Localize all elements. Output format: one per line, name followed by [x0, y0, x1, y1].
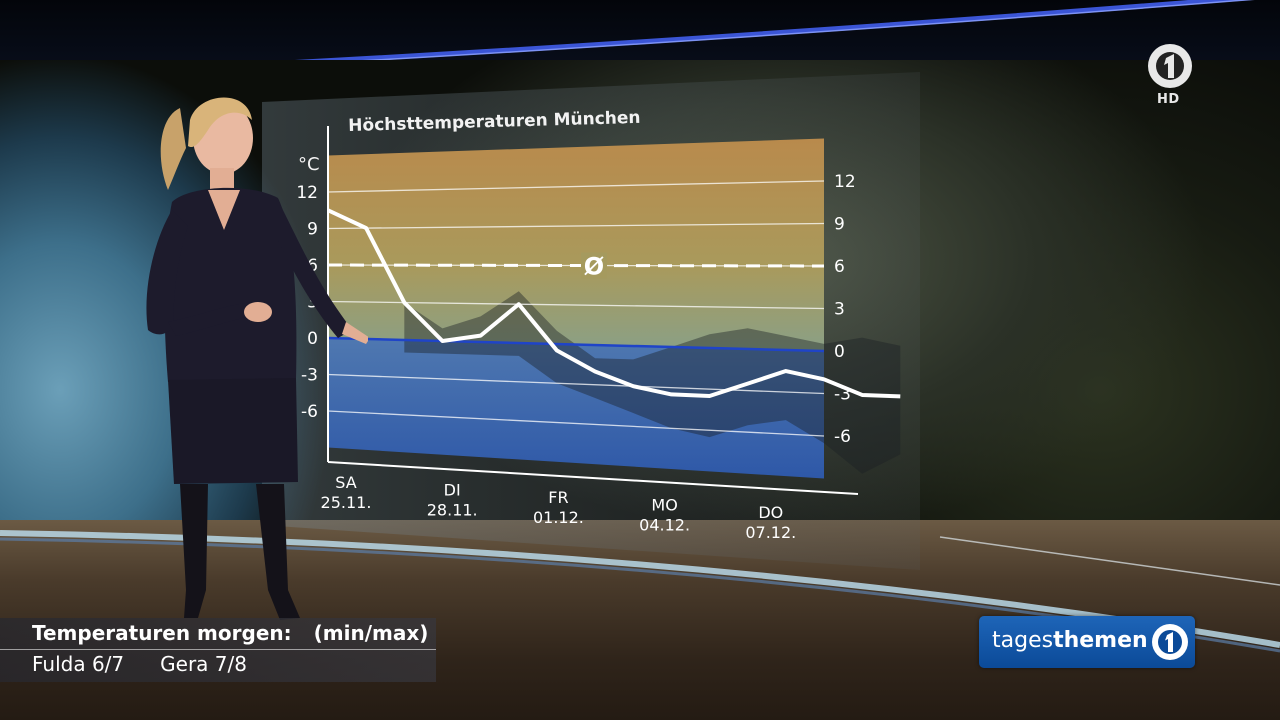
city-temperature: Gera 7/8: [160, 652, 247, 676]
y-tick-label-right: 0: [834, 342, 845, 362]
lower-third-unit: (min/max): [313, 621, 429, 645]
y-tick-label-left: 9: [307, 220, 318, 240]
warm-zone: [328, 138, 824, 351]
y-tick-label-left: 6: [307, 256, 318, 276]
lower-third-cities: Fulda 6/7 Gera 7/8: [32, 652, 283, 676]
y-tick-label-right: 9: [834, 215, 845, 235]
show-name: tagesthemen: [992, 628, 1148, 653]
gridline: [327, 410, 825, 437]
y-tick-label-right: 6: [834, 257, 845, 277]
gridline: [327, 300, 825, 310]
ard-one-icon: [1148, 44, 1192, 88]
x-tick-label-day: FR: [548, 488, 568, 507]
y-tick-label-left: 12: [296, 183, 318, 203]
x-tick-label-day: DO: [758, 503, 783, 522]
y-tick-label-right: 12: [834, 172, 856, 192]
x-axis: [327, 461, 859, 495]
x-tick-label-date: 28.11.: [427, 501, 478, 520]
y-tick-label-left: -6: [301, 402, 318, 422]
gridline: [327, 180, 825, 193]
x-tick-label-date: 07.12.: [745, 523, 796, 542]
y-tick-label-right: -3: [834, 385, 851, 405]
series-line-max-temp: [327, 208, 901, 399]
lower-third-divider: [0, 649, 436, 650]
hd-badge: HD: [1157, 92, 1180, 107]
cold-zone: [328, 338, 824, 479]
gridline: [327, 222, 825, 230]
lower-third-panel: [0, 618, 436, 682]
x-tick-label-date: 25.11.: [321, 493, 372, 512]
y-tick-label-right: 3: [834, 300, 845, 320]
average-symbol-background: [581, 252, 607, 279]
average-symbol: Ø: [584, 253, 604, 281]
y-tick-label-right: -6: [834, 427, 851, 447]
x-tick-label-date: 04.12.: [639, 516, 690, 535]
show-name-bold: themen: [1053, 628, 1148, 653]
lower-third-heading: Temperaturen morgen: (min/max): [32, 621, 428, 645]
presenter: [146, 97, 368, 620]
show-name-regular: tages: [992, 628, 1054, 653]
lower-third-title: Temperaturen morgen:: [32, 621, 292, 645]
temperature-spread-band: [404, 291, 901, 474]
city-temperature: Fulda 6/7: [32, 652, 125, 676]
y-axis-unit: °C: [298, 154, 320, 175]
x-tick-label-day: DI: [444, 481, 461, 500]
zero-line: [327, 336, 825, 353]
y-tick-label-left: 0: [307, 329, 318, 349]
x-tick-label-day: SA: [335, 473, 356, 492]
average-line: [327, 263, 825, 268]
ard-one-icon: [1152, 624, 1188, 660]
y-axis-right-ticks: 12 9 6 3 0 -3 -6: [834, 172, 856, 447]
x-tick-label-date: 01.12.: [533, 508, 584, 527]
gridlines: [327, 180, 825, 437]
x-tick-label-day: MO: [651, 496, 677, 515]
gridline: [327, 373, 825, 395]
y-tick-label-left: -3: [301, 366, 318, 386]
